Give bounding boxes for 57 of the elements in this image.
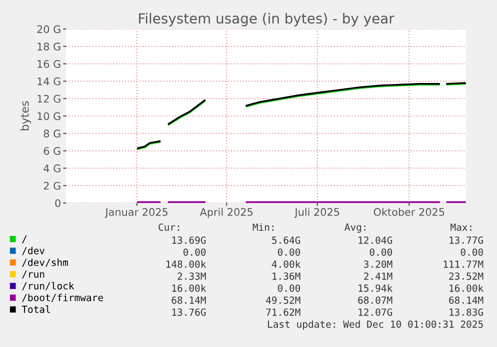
text: Avg:	[344, 224, 366, 233]
legend-label: /run	[22, 270, 44, 279]
text: 5.64G	[272, 236, 300, 244]
y-tick-label: 20 G	[37, 25, 60, 34]
text: 71.62M	[266, 308, 300, 316]
legend-label: /dev	[22, 246, 45, 256]
text: 13.69G	[172, 236, 206, 244]
text: 13.76G	[172, 308, 206, 316]
y-tick-label: 4 G	[44, 164, 60, 172]
text: 0.00	[278, 248, 300, 256]
text: 3.20M	[364, 260, 392, 268]
text: 15.94k	[358, 284, 392, 292]
text: 111.77M	[444, 260, 484, 268]
text: 23.52M	[449, 272, 484, 280]
text: 148.00k	[166, 260, 206, 268]
y-tick-label: 6 G	[44, 147, 60, 155]
legend-label: /	[22, 235, 27, 244]
text: 0.00	[278, 284, 300, 292]
text: 13.77G	[450, 236, 483, 244]
y-tick-label: 0	[55, 199, 60, 208]
text: Min:	[252, 223, 274, 231]
y-tick-label: 18 G	[38, 42, 60, 51]
legend-label: /run/lock	[22, 282, 74, 290]
chart-title: Filesystem usage (in bytes) - by year	[139, 12, 394, 26]
y-tick-label: 8 G	[44, 130, 60, 138]
x-tick-label: Juli 2025	[294, 208, 340, 218]
x-tick-label: Januar 2025	[104, 208, 168, 218]
text: 2.33M	[178, 272, 206, 280]
text: 13.83G	[450, 308, 483, 316]
text: 16.00k	[172, 284, 206, 292]
text: 4.00k	[272, 260, 301, 268]
x-tick-label: Oktober 2025	[374, 208, 444, 216]
y-tick-label: 12 G	[38, 94, 60, 103]
text: 0.00	[460, 248, 483, 256]
text: 68.14M	[172, 296, 206, 304]
text: Last update: Wed Dec 10 01:00:31 2025	[268, 320, 483, 330]
text: Max:	[450, 224, 472, 231]
y-tick-label: 16 G	[38, 60, 60, 68]
text: 12.07G	[358, 308, 392, 316]
text: 16.00k	[450, 284, 484, 292]
text: 0.00	[370, 248, 392, 256]
y-tick-label: 10 G	[38, 112, 60, 120]
text: 49.52M	[266, 296, 300, 304]
text: 1.36M	[272, 272, 300, 280]
text: 68.14M	[449, 296, 484, 304]
legend-label: Total	[22, 305, 50, 314]
legend-label: /dev/shm	[22, 258, 68, 267]
text: 0.00	[183, 248, 206, 256]
y-tick-label: 2 G	[44, 182, 60, 190]
y-tick-label: 14 G	[38, 77, 60, 86]
text: 68.07M	[358, 296, 392, 304]
text: Cur:	[158, 223, 180, 231]
y-axis-title: bytes	[20, 101, 31, 130]
text: 2.41M	[364, 272, 392, 280]
text: 12.04G	[358, 236, 392, 244]
legend-label: /boot/firmware	[22, 294, 103, 302]
x-tick-label: April 2025	[200, 208, 253, 218]
